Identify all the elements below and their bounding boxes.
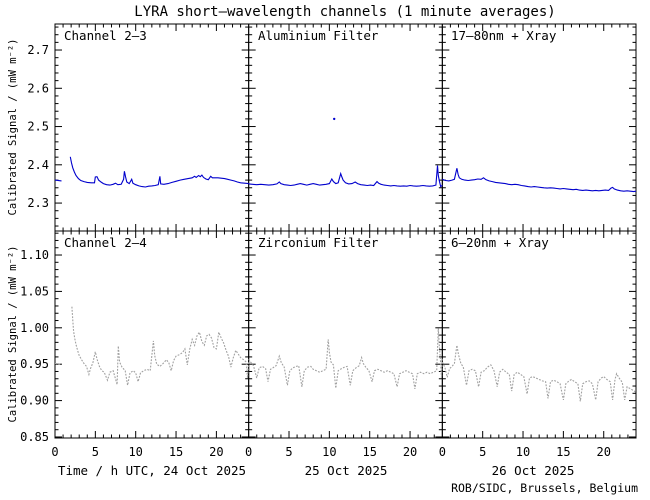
x-tick-label: 10 bbox=[322, 445, 336, 459]
isolated-data-point bbox=[333, 117, 336, 121]
series-curve bbox=[248, 328, 443, 389]
plot-title: LYRA short–wavelength channels (1 minute… bbox=[134, 4, 555, 20]
date-label-26-oct: 26 Oct 2025 bbox=[492, 463, 575, 478]
date-label-24-oct: Time / h UTC, 24 Oct 2025 bbox=[58, 463, 246, 478]
x-tick-label: 15 bbox=[556, 445, 570, 459]
x-tick-label: 5 bbox=[92, 445, 99, 459]
x-tick-label: 0 bbox=[245, 445, 252, 459]
y-tick-label: 1.05 bbox=[20, 284, 49, 298]
panel-label-17-80nm-xray: 17–80nm + Xray bbox=[451, 28, 557, 43]
series-curve bbox=[54, 362, 62, 365]
x-tick-label: 5 bbox=[479, 445, 486, 459]
y-tick-label: 1.00 bbox=[20, 321, 49, 335]
y-tick-label: 0.85 bbox=[20, 430, 49, 444]
x-tick-label: 20 bbox=[403, 445, 417, 459]
y-tick-label: 0.90 bbox=[20, 394, 49, 408]
x-tick-label: 0 bbox=[51, 445, 58, 459]
series-curve bbox=[69, 156, 249, 188]
series-curve bbox=[54, 179, 62, 182]
y-tick-label: 2.3 bbox=[27, 196, 49, 210]
x-tick-label: 20 bbox=[596, 445, 610, 459]
panel-label-channel-2-4: Channel 2–4 bbox=[64, 235, 147, 250]
x-tick-label: 5 bbox=[285, 445, 292, 459]
panel-label-aluminium-filter: Aluminium Filter bbox=[258, 28, 379, 43]
panel-label-channel-2-3: Channel 2–3 bbox=[64, 28, 147, 43]
tick-label-layer: 2.3 2.4 2.5 2.6 2.7 0 5 10 15 20 0.85 0.90 0.95 1.00 1… bbox=[20, 43, 611, 459]
y-axis-label-top-row: Calibrated Signal / (mW m⁻²) bbox=[7, 38, 19, 215]
y-tick-label: 1.10 bbox=[20, 248, 49, 262]
series-curve bbox=[71, 306, 250, 386]
y-tick-label: 2.6 bbox=[27, 81, 49, 95]
y-tick-label: 0.95 bbox=[20, 357, 49, 371]
panel-label-6-20nm-xray: 6–20nm + Xray bbox=[451, 235, 549, 250]
series-curve bbox=[442, 168, 637, 193]
x-tick-label: 0 bbox=[439, 445, 446, 459]
axes-grid-layer bbox=[54, 23, 637, 439]
panel-label-zirconium-filter: Zirconium Filter bbox=[258, 235, 379, 250]
series-curve bbox=[441, 345, 637, 402]
date-label-25-oct: 25 Oct 2025 bbox=[305, 463, 388, 478]
series-curve bbox=[248, 165, 443, 188]
y-tick-label: 2.7 bbox=[27, 43, 49, 57]
x-tick-label: 15 bbox=[169, 445, 183, 459]
x-tick-label: 15 bbox=[362, 445, 376, 459]
data-series-layer bbox=[54, 117, 637, 402]
credit-text: ROB/SIDC, Brussels, Belgium bbox=[451, 481, 638, 495]
y-axis-label-bottom-row: Calibrated Signal / (mW m⁻²) bbox=[7, 245, 19, 422]
y-tick-label: 2.4 bbox=[27, 158, 49, 172]
x-tick-label: 20 bbox=[209, 445, 223, 459]
y-tick-label: 2.5 bbox=[27, 120, 49, 134]
x-tick-label: 10 bbox=[516, 445, 530, 459]
x-tick-label: 10 bbox=[128, 445, 142, 459]
